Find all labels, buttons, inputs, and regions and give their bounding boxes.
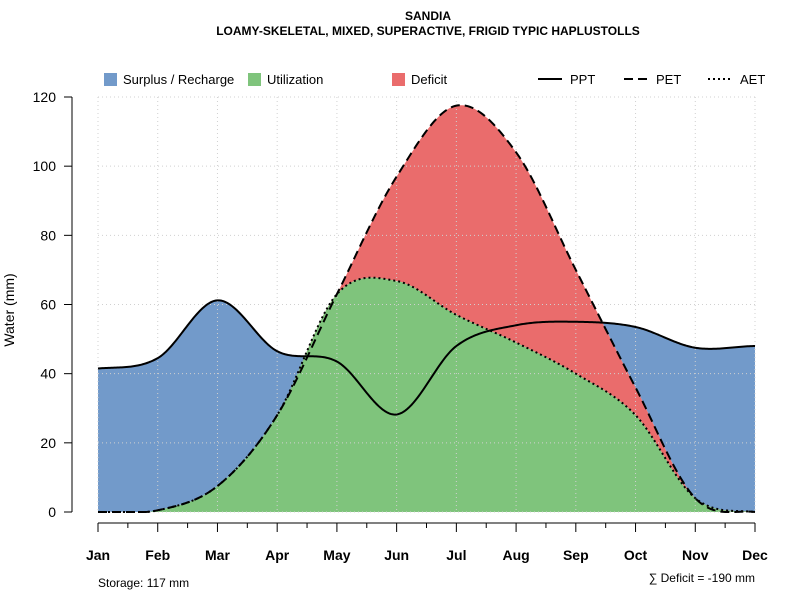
- legend: Surplus / Recharge Utilization Deficit PPT P…: [104, 72, 765, 87]
- deficit-note: ∑ Deficit = -190 mm: [649, 571, 755, 585]
- x-tick-label: Nov: [682, 547, 709, 563]
- deficit-area: [98, 105, 755, 512]
- series-line-ppt: [97, 299, 756, 416]
- series-lines: [97, 104, 756, 513]
- x-tick-label: Sep: [563, 547, 589, 563]
- y-tick-label: 0: [48, 504, 56, 520]
- y-tick-label: 100: [33, 158, 57, 174]
- x-tick-label: Oct: [624, 547, 648, 563]
- series-line-aet: [97, 276, 756, 513]
- surplus-recharge-area: [98, 300, 755, 512]
- legend-swatch-2: [392, 73, 405, 86]
- legend-swatch-1: [248, 73, 261, 86]
- x-tick-label: Mar: [205, 547, 230, 563]
- series-line-pet: [97, 104, 756, 513]
- y-tick-label: 120: [33, 89, 57, 105]
- legend-label: Surplus / Recharge: [123, 72, 234, 87]
- legend-swatch-0: [104, 73, 117, 86]
- x-tick-label: Feb: [145, 547, 170, 563]
- legend-label: Utilization: [267, 72, 323, 87]
- chart-title: SANDIA: [405, 9, 451, 23]
- gridlines: [97, 96, 756, 513]
- legend-label: AET: [740, 72, 765, 87]
- utilization-area: [98, 277, 755, 512]
- legend-label: PET: [656, 72, 681, 87]
- legend-label: PPT: [570, 72, 595, 87]
- x-tick-label: Aug: [502, 547, 529, 563]
- y-tick-label: 60: [40, 297, 56, 313]
- chart-subtitle: LOAMY-SKELETAL, MIXED, SUPERACTIVE, FRIG…: [216, 24, 640, 38]
- y-tick-label: 40: [40, 366, 56, 382]
- legend-label: Deficit: [411, 72, 448, 87]
- x-tick-label: Apr: [265, 547, 290, 563]
- x-tick-label: Jul: [446, 547, 466, 563]
- axes: 0 20 40 60 80 100 120 Jan Feb Mar Apr May Jun Jul Aug S…: [33, 89, 768, 563]
- y-tick-label: 20: [40, 435, 56, 451]
- storage-note: Storage: 117 mm: [98, 576, 189, 590]
- x-tick-label: Jan: [86, 547, 110, 563]
- area-fills: [98, 105, 755, 512]
- y-tick-label: 80: [40, 227, 56, 243]
- y-axis-label: Water (mm): [1, 273, 17, 346]
- x-tick-label: Jun: [384, 547, 409, 563]
- x-tick-label: Dec: [742, 547, 768, 563]
- x-tick-label: May: [323, 547, 350, 563]
